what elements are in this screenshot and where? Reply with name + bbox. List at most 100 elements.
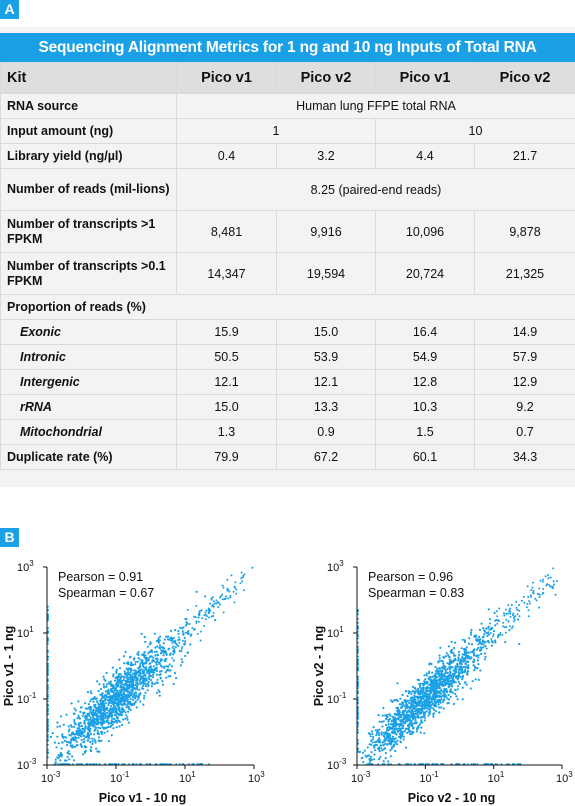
scatter-point [129, 694, 132, 697]
scatter-point [423, 701, 427, 705]
scatter-point [160, 651, 163, 654]
scatter-point [177, 636, 180, 639]
scatter-point [89, 716, 92, 719]
table-cell: 8.25 (paired-end reads) [176, 168, 575, 211]
scatter-point [120, 675, 123, 678]
scatter-point [379, 744, 382, 747]
scatter-point [83, 721, 86, 724]
scatter-point [116, 716, 119, 719]
scatter-point [491, 640, 494, 643]
scatter-point [428, 683, 431, 686]
scatter-point [122, 655, 126, 658]
scatter-point [381, 714, 384, 717]
scatter-point [151, 668, 154, 671]
scatter-point [172, 659, 175, 662]
scatter-point [115, 763, 117, 765]
scatter-point [417, 726, 420, 729]
scatter-point [107, 725, 110, 728]
scatter-point [423, 719, 426, 722]
scatter-point [84, 707, 87, 710]
scatter-point [207, 609, 210, 612]
table-cell: 34.3 [474, 444, 575, 470]
scatter-point [86, 712, 89, 715]
scatter-point [394, 720, 397, 723]
scatter-point [419, 686, 422, 689]
table-cell: 0.4 [176, 143, 277, 169]
scatter-point [56, 763, 59, 765]
scatter-point [357, 660, 359, 662]
scatter-point [437, 701, 440, 704]
scatter-point [428, 689, 431, 692]
row-label: RNA source [0, 93, 177, 119]
scatter-point [235, 592, 238, 595]
scatter-point [167, 763, 169, 765]
scatter-point [479, 641, 482, 644]
scatter-point [398, 735, 401, 739]
scatter-point [178, 641, 181, 644]
scatter-point [156, 645, 159, 648]
scatter-point [107, 692, 110, 696]
scatter-point [362, 751, 365, 754]
table-row: Intergenic 12.1 12.1 12.8 12.9 [0, 369, 575, 395]
scatter-point [357, 610, 359, 613]
table-cell: 21,325 [474, 252, 575, 295]
scatter-point [399, 741, 402, 744]
scatter-point [432, 691, 436, 694]
scatter-point [93, 705, 97, 709]
scatter-point [87, 722, 90, 725]
y-axis-title: Pico v1 - 1 ng [2, 626, 16, 707]
scatter-point [416, 687, 419, 690]
scatter-point [398, 711, 401, 714]
scatter-point [470, 643, 474, 646]
scatter-point [82, 738, 86, 741]
scatter-point [47, 614, 49, 617]
scatter-point [483, 633, 486, 636]
scatter-point [47, 658, 49, 661]
scatter-point [47, 627, 49, 630]
x-axis-title: Pico v2 - 10 ng [408, 791, 496, 805]
row-label: Number of transcripts >1 FPKM [0, 210, 177, 253]
scatter-point [393, 743, 396, 746]
scatter-point [373, 753, 376, 756]
y-tick-label: 103 [327, 559, 344, 574]
x-tick-label: 10-1 [419, 770, 439, 785]
scatter-point [480, 652, 483, 655]
scatter-point [443, 687, 446, 690]
scatter-point [436, 763, 439, 765]
scatter-point [63, 735, 66, 738]
scatter-point [103, 707, 106, 710]
scatter-point [402, 724, 405, 728]
scatter-point [368, 763, 370, 765]
scatter-point [391, 715, 394, 718]
scatter-point [215, 602, 218, 605]
scatter-point [144, 674, 147, 677]
scatter-point [74, 736, 77, 739]
scatter-point [416, 691, 420, 694]
scatter-point [453, 646, 456, 650]
scatter-point [90, 692, 93, 695]
scatter-point [93, 697, 96, 700]
scatter-point [377, 714, 380, 717]
scatter-point [196, 632, 199, 635]
row-label: Exonic [0, 319, 177, 345]
scatter-point [397, 730, 400, 733]
scatter-point [103, 710, 106, 713]
scatter-point [110, 734, 113, 737]
scatter-point [63, 739, 66, 742]
scatter-point [474, 678, 477, 681]
scatter-point [129, 671, 132, 674]
scatter-point [87, 718, 90, 721]
scatter-point [410, 708, 413, 712]
scatter-point [425, 672, 428, 675]
scatter-point [424, 682, 428, 685]
scatter-point [393, 716, 396, 719]
scatter-point [399, 697, 402, 700]
scatter-point [221, 598, 224, 601]
scatter-point [466, 667, 469, 670]
scatter-point [195, 604, 198, 607]
scatter-point [553, 583, 556, 586]
scatter-point [47, 693, 49, 696]
scatter-point [395, 717, 398, 720]
scatter-point [145, 679, 148, 682]
